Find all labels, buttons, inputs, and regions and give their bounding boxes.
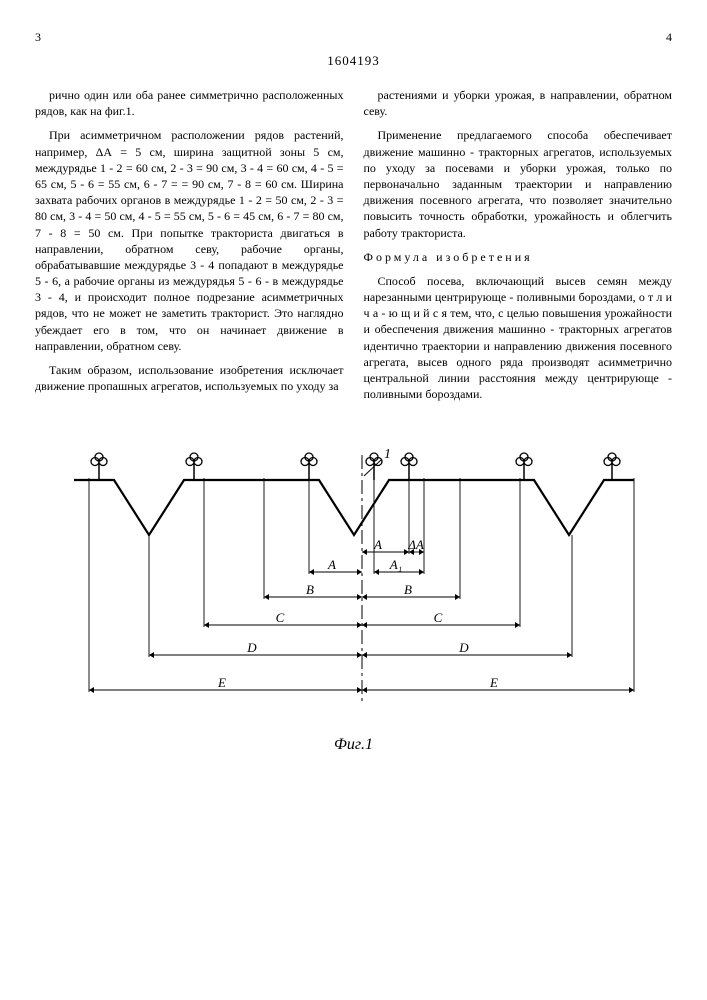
page-number-left: 3 — [35, 30, 41, 45]
svg-text:В: В — [404, 582, 412, 597]
svg-text:D: D — [246, 640, 257, 655]
left-p1: рично один или оба ранее симметрично рас… — [35, 87, 344, 119]
svg-text:1: 1 — [384, 447, 391, 462]
svg-text:D: D — [458, 640, 469, 655]
svg-text:А: А — [373, 537, 382, 552]
svg-text:Е: Е — [489, 675, 498, 690]
right-p1: растениями и уборки урожая, в направ­лен… — [364, 87, 673, 119]
svg-text:С: С — [275, 610, 284, 625]
right-column: растениями и уборки урожая, в направ­лен… — [364, 87, 673, 410]
figure-caption: Фиг.1 — [35, 736, 672, 754]
svg-text:ΔА: ΔА — [407, 537, 424, 552]
figure-svg: 1АΔААА₁ВВССDDЕЕ — [44, 430, 664, 730]
svg-text:А: А — [327, 557, 336, 572]
svg-text:В: В — [306, 582, 314, 597]
left-p3: Таким образом, использование изоб­ретени… — [35, 362, 344, 394]
svg-text:А₁: А₁ — [388, 557, 401, 572]
right-p3: Способ посева, включающий высев семян ме… — [364, 273, 673, 403]
right-p2: Применение предлагаемого способа обеспеч… — [364, 127, 673, 240]
svg-text:Е: Е — [217, 675, 226, 690]
left-p2: При асимметричном расположении рядов рас… — [35, 127, 344, 354]
figure-1: 1АΔААА₁ВВССDDЕЕ Фиг.1 — [35, 430, 672, 754]
formula-title: Формула изобретения — [364, 249, 673, 265]
page-number-right: 4 — [666, 30, 672, 45]
left-column: рично один или оба ранее симметрично рас… — [35, 87, 344, 410]
svg-text:С: С — [433, 610, 442, 625]
patent-number: 1604193 — [35, 53, 672, 69]
